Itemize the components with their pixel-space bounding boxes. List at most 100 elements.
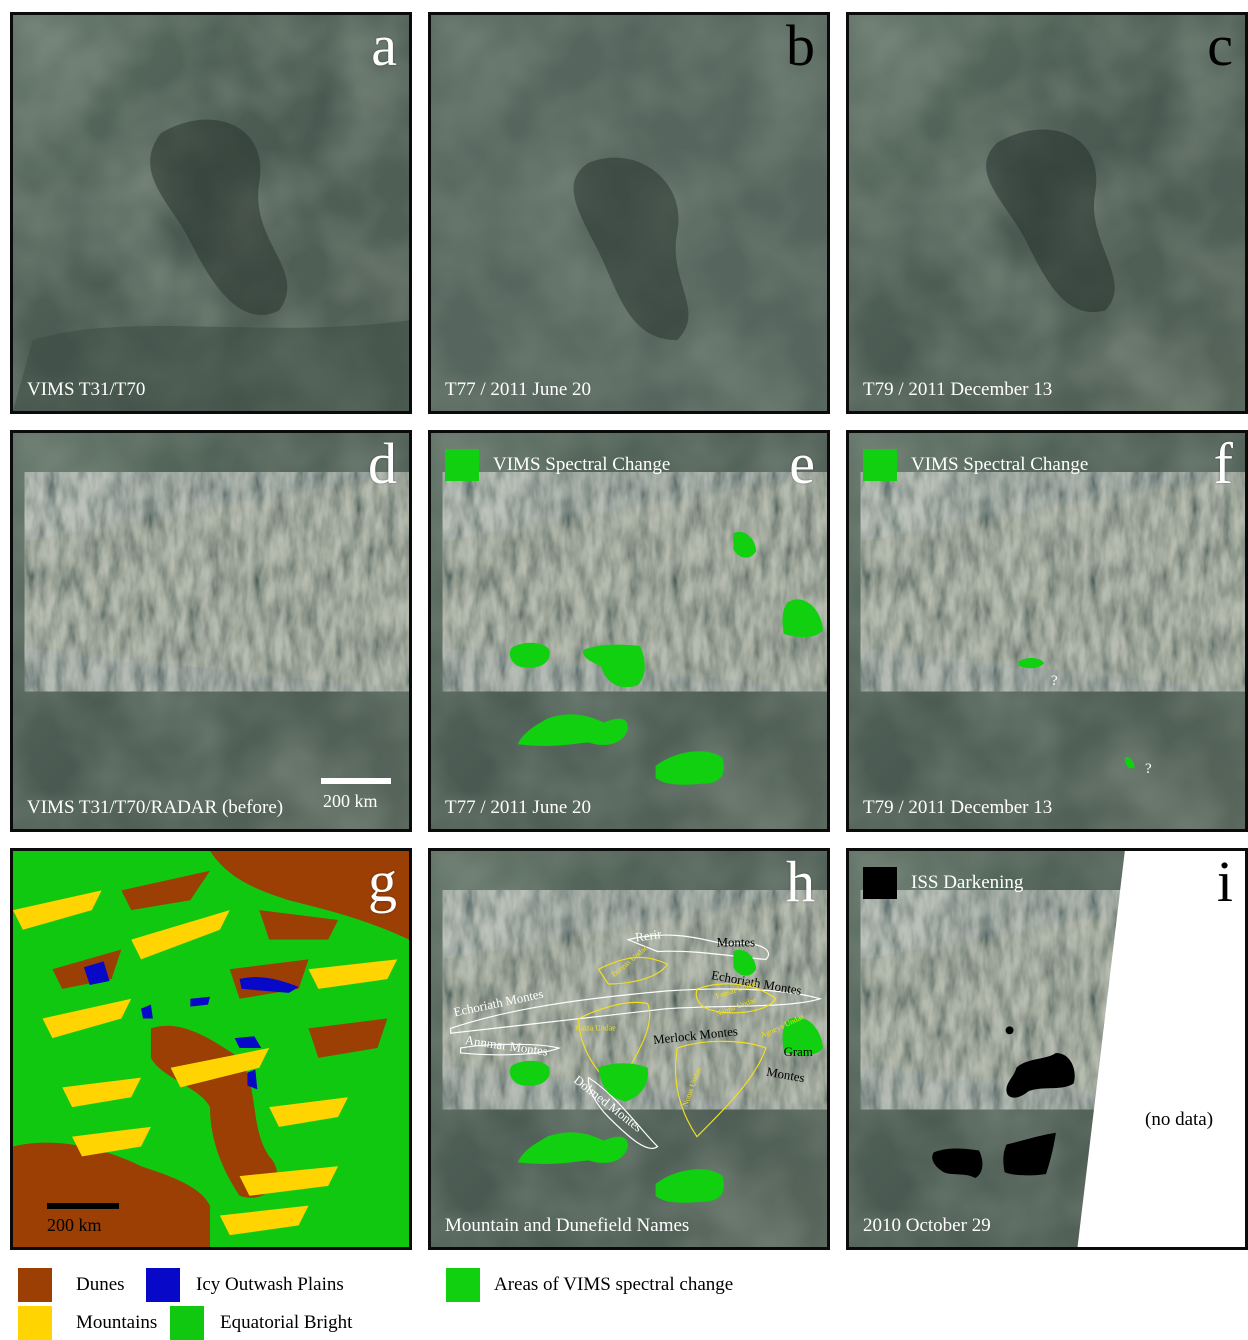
panel-caption: VIMS T31/T70	[27, 379, 146, 400]
mountain-region	[269, 1097, 348, 1127]
icy-region	[83, 961, 110, 985]
tag-label: VIMS Spectral Change	[911, 454, 1089, 475]
change-region	[517, 1132, 629, 1164]
feature-name: Montes	[765, 1065, 805, 1085]
mountains-swatch	[18, 1306, 52, 1340]
dune-region	[259, 910, 339, 940]
panel-h: Rerir Montes Echoriath Montes Echoriath …	[428, 848, 830, 1250]
panel-b: b T77 / 2011 June 20	[428, 12, 830, 414]
feature-name: Montes	[717, 936, 755, 950]
panel-letter: h	[786, 849, 815, 914]
feature-name: Gram	[784, 1045, 813, 1059]
change-region	[782, 1017, 824, 1056]
panel-c: c T79 / 2011 December 13	[846, 12, 1248, 414]
darkening-region	[1006, 1052, 1075, 1098]
mountain-region	[13, 890, 102, 930]
legend-icy: Icy Outwash Plains	[146, 1268, 344, 1302]
change-swatch	[446, 1268, 480, 1302]
panel-caption: T79 / 2011 December 13	[863, 797, 1053, 818]
panel-letter: f	[1213, 431, 1233, 496]
mountain-region	[42, 998, 132, 1039]
panel-a: a VIMS T31/T70	[10, 12, 412, 414]
icy-region	[141, 1004, 153, 1019]
uncertain-mark: ?	[1051, 673, 1058, 689]
panel-letter: c	[1207, 13, 1233, 78]
dunes-swatch	[18, 1268, 52, 1302]
swatch	[863, 449, 897, 481]
panel-caption: VIMS T31/T70/RADAR (before)	[27, 797, 284, 818]
change-region	[782, 599, 824, 638]
legend-label: Icy Outwash Plains	[196, 1274, 344, 1295]
scale-label: 200 km	[47, 1215, 102, 1235]
icy-region	[190, 996, 211, 1007]
legend-bright: Equatorial Bright	[170, 1306, 352, 1340]
mountain-region	[72, 1126, 151, 1157]
feature-name: Rerir	[634, 927, 663, 945]
icy-region	[234, 1036, 262, 1049]
change-region	[733, 949, 757, 976]
legend-label: Dunes	[76, 1274, 125, 1295]
panel-g: g 200 km	[10, 848, 412, 1250]
feature-name: Kaiza Undae	[575, 1023, 616, 1032]
icy-region	[247, 1069, 258, 1090]
scale-label: 200 km	[323, 791, 378, 811]
darkening-region	[1003, 1132, 1056, 1176]
icy-region	[239, 977, 299, 993]
uncertain-mark: ?	[1145, 761, 1152, 777]
panel-letter: i	[1216, 849, 1233, 914]
no-data-region	[1077, 851, 1245, 1247]
change-region	[517, 714, 629, 746]
panel-caption: Mountain and Dunefield Names	[445, 1215, 690, 1236]
darkening-region	[1005, 1026, 1014, 1035]
legend-mountains: Mountains	[18, 1306, 157, 1340]
panel-letter: d	[368, 431, 397, 496]
legend-tag: ISS Darkening	[863, 867, 1023, 899]
panel-caption: T77 / 2011 June 20	[445, 379, 592, 400]
legend-tag: VIMS Spectral Change	[863, 449, 1088, 481]
legend-change: Areas of VIMS spectral change	[446, 1268, 733, 1302]
darkening-region	[932, 1148, 983, 1179]
mountain-region	[308, 959, 398, 989]
legend-label: Equatorial Bright	[220, 1312, 353, 1333]
mountain-region	[219, 1205, 309, 1236]
panel-caption: T77 / 2011 June 20	[445, 797, 592, 818]
mountain-region	[170, 1048, 270, 1088]
legend-dunes: Dunes	[18, 1268, 125, 1302]
swatch	[863, 867, 897, 899]
panel-d: d 200 km VIMS T31/T70/RADAR (before)	[10, 430, 412, 832]
change-region	[655, 751, 724, 785]
change-region	[509, 642, 550, 668]
panel-letter: a	[371, 13, 397, 78]
dune-region	[13, 1142, 211, 1247]
panel-letter: e	[789, 431, 815, 496]
panel-e: VIMS Spectral Change e T77 / 2011 June 2…	[428, 430, 830, 832]
mountain-region	[131, 910, 230, 960]
change-region	[509, 1060, 550, 1086]
panel-f: VIMS Spectral Change f ? ? T79 / 2011 De…	[846, 430, 1248, 832]
panel-caption: T79 / 2011 December 13	[863, 379, 1053, 400]
dune-region	[308, 1018, 388, 1058]
panel-letter: g	[368, 849, 397, 914]
dune-region	[210, 851, 409, 940]
legend-label: Mountains	[76, 1312, 158, 1333]
mountain-region	[62, 1077, 142, 1108]
change-region	[583, 644, 645, 688]
change-region	[1124, 757, 1135, 769]
change-region	[1018, 657, 1045, 669]
bright-swatch	[170, 1306, 204, 1340]
scale-bar	[321, 778, 391, 784]
icy-swatch	[146, 1268, 180, 1302]
legend-label: Areas of VIMS spectral change	[494, 1274, 734, 1295]
no-data-label: (no data)	[1145, 1109, 1214, 1130]
panel-caption: 2010 October 29	[863, 1215, 991, 1236]
panel-letter: b	[786, 13, 815, 78]
tag-label: ISS Darkening	[911, 872, 1024, 893]
change-region	[598, 1063, 648, 1102]
scale-bar	[47, 1203, 119, 1209]
change-region	[655, 1169, 724, 1203]
panel-i: ISS Darkening i (no data) 2010 October 2…	[846, 848, 1248, 1250]
dune-region	[121, 870, 211, 911]
change-region	[733, 531, 757, 558]
swatch	[445, 449, 479, 481]
tag-label: VIMS Spectral Change	[493, 454, 671, 475]
